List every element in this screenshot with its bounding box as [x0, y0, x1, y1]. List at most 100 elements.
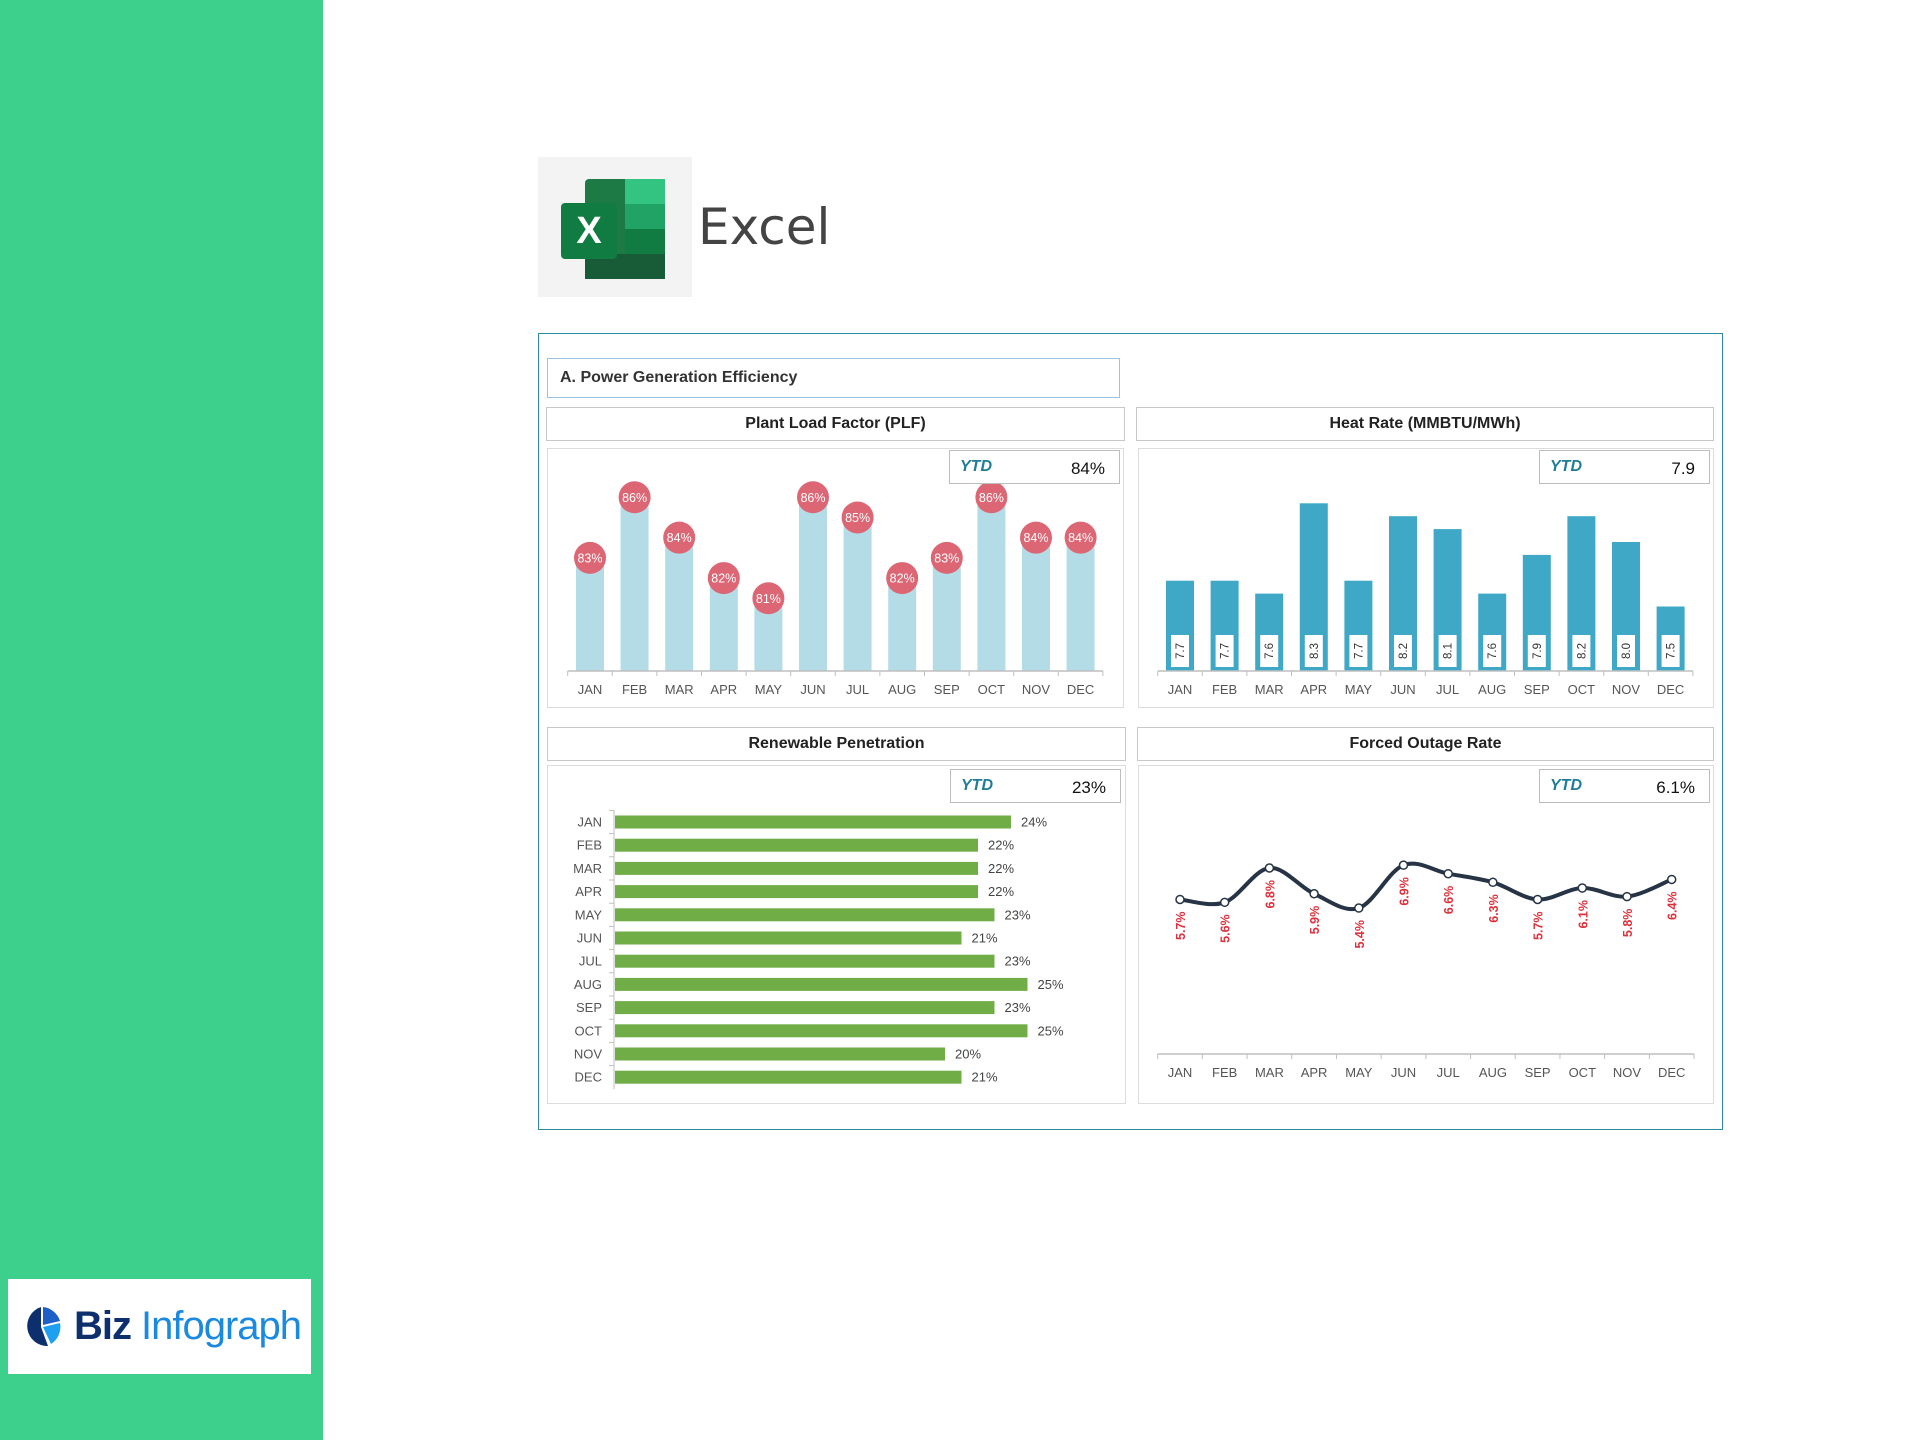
x-tick-label: FEB	[1212, 682, 1237, 697]
outage-point	[1443, 868, 1453, 879]
ytd-label: YTD	[960, 458, 992, 475]
ytd-label: YTD	[1550, 458, 1582, 475]
plf-bar	[843, 517, 872, 671]
forced-outage-header: Forced Outage Rate	[1137, 727, 1714, 761]
plf-bar	[977, 497, 1006, 671]
outage-data-label: 5.6%	[1219, 914, 1233, 943]
plf-data-bubble	[797, 481, 829, 514]
renewable-data-label: 21%	[972, 1070, 998, 1085]
plf-bar	[665, 537, 694, 671]
plf-data-bubble	[930, 541, 963, 574]
x-tick-label: NOV	[1612, 682, 1641, 697]
outage-data-label: 5.9%	[1308, 906, 1322, 935]
renewable-data-label: 25%	[1038, 977, 1064, 992]
x-tick-label: MAR	[1255, 682, 1284, 697]
outage-data-label: 5.4%	[1353, 920, 1367, 949]
x-tick-label: OCT	[1568, 682, 1596, 697]
plf-data-bubble	[618, 481, 651, 514]
x-tick-label: JAN	[578, 682, 603, 697]
excel-logo-tile: X	[538, 157, 692, 297]
x-tick-label: OCT	[1569, 1065, 1597, 1080]
plf-data-bubble	[975, 481, 1008, 514]
ytd-label: YTD	[1550, 777, 1582, 794]
renewable-data-label: 21%	[972, 931, 998, 946]
renewable-data-label: 20%	[955, 1047, 981, 1062]
x-tick-label: JUL	[1437, 1065, 1460, 1080]
biz-infograph-logo: Biz Infograph	[8, 1279, 311, 1374]
x-tick-label: APR	[1300, 682, 1327, 697]
renewable-bar	[615, 815, 1011, 829]
y-tick-label: MAR	[573, 861, 602, 876]
x-tick-label: SEP	[1525, 1065, 1551, 1080]
y-tick-label: SEP	[576, 1000, 602, 1015]
plf-data-label: 84%	[1068, 531, 1093, 545]
outage-point	[1175, 894, 1185, 905]
plf-data-label: 85%	[845, 511, 870, 525]
y-tick-label: NOV	[574, 1047, 603, 1062]
x-tick-label: JAN	[1168, 1065, 1193, 1080]
x-tick-label: NOV	[1022, 682, 1051, 697]
plf-data-bubble	[707, 562, 740, 595]
heat-rate-data-label: 8.1	[1443, 643, 1455, 659]
renewable-bar	[615, 954, 995, 968]
outage-point	[1532, 894, 1543, 905]
outage-data-label: 6.1%	[1576, 900, 1590, 929]
section-title: A. Power Generation Efficiency	[547, 358, 1120, 398]
heat-rate-chart: 7.7 7.7 7.6 8.3 7.7 8.2 8.1 7.6 7.9 8.2 8.0 7.5 JAN F…	[1138, 448, 1714, 708]
heat-rate-data-label: 7.7	[1220, 643, 1232, 659]
plf-data-label: 86%	[622, 491, 647, 505]
x-tick-label: JUL	[846, 682, 869, 697]
outage-data-label: 5.8%	[1621, 909, 1635, 938]
ytd-value: 7.9	[1671, 459, 1695, 478]
outage-point	[1488, 877, 1498, 888]
x-tick-label: JUN	[1391, 1065, 1416, 1080]
x-tick-label: JUN	[1390, 682, 1415, 697]
renewable-data-label: 24%	[1021, 815, 1047, 830]
chart-svg: 7.7 7.7 7.6 8.3 7.7 8.2 8.1 7.6 7.9 8.2 8.0 7.5 JAN F…	[1157, 503, 1694, 697]
ytd-box: YTD 7.9	[1539, 450, 1710, 484]
plf-data-label: 83%	[934, 551, 959, 565]
renewable-bar	[615, 1070, 962, 1084]
renewable-header: Renewable Penetration	[547, 727, 1126, 761]
plf-data-label: 81%	[756, 592, 781, 606]
x-tick-label: APR	[1301, 1065, 1328, 1080]
heat-rate-label-box	[1483, 635, 1502, 667]
y-tick-label: OCT	[575, 1023, 603, 1038]
x-tick-label: SEP	[1524, 682, 1550, 697]
ytd-value: 23%	[1071, 778, 1106, 797]
heat-rate-data-label: 7.5	[1666, 643, 1678, 659]
renewable-bar	[615, 838, 978, 852]
y-tick-label: MAY	[575, 907, 603, 922]
renewable-data-label: 23%	[1005, 1000, 1031, 1015]
outage-data-label: 5.7%	[1174, 911, 1188, 940]
outage-data-label: 6.3%	[1487, 894, 1501, 923]
ytd-box: YTD 6.1%	[1539, 769, 1710, 803]
plf-data-bubble	[1064, 521, 1097, 554]
logo-text-biz: Biz	[74, 1304, 132, 1348]
plf-data-label: 84%	[667, 531, 692, 545]
outage-line	[1179, 861, 1673, 912]
heat-rate-label-box	[1171, 635, 1189, 667]
heat-rate-label-box	[1661, 635, 1680, 667]
outage-data-label: 6.6%	[1442, 886, 1456, 915]
x-tick-label: APR	[710, 682, 737, 697]
ytd-box: YTD 23%	[950, 769, 1121, 803]
renewable-data-label: 22%	[988, 838, 1014, 853]
x-tick-label: DEC	[1067, 682, 1094, 697]
x-tick-label: AUG	[1478, 682, 1506, 697]
x-tick-label: OCT	[978, 682, 1006, 697]
y-tick-label: JUL	[579, 954, 602, 969]
heat-rate-data-label: 7.7	[1353, 643, 1365, 659]
plf-data-bubble	[841, 501, 874, 534]
outage-data-label: 5.7%	[1532, 911, 1546, 940]
renewable-bar	[615, 1047, 945, 1061]
outage-point	[1577, 883, 1588, 893]
plf-data-label: 86%	[800, 491, 825, 505]
logo-text-infograph: Infograph	[141, 1304, 302, 1348]
outage-point	[1398, 860, 1409, 870]
plf-data-label: 82%	[711, 572, 736, 586]
x-tick-label: MAR	[1255, 1065, 1284, 1080]
x-tick-label: MAY	[1345, 1065, 1373, 1080]
heat-rate-label-box	[1349, 635, 1368, 667]
chart-svg: JAN FEB MAR APR MAY JUN JUL AUG SEP OCT NOV DEC 83% 8…	[567, 481, 1104, 697]
